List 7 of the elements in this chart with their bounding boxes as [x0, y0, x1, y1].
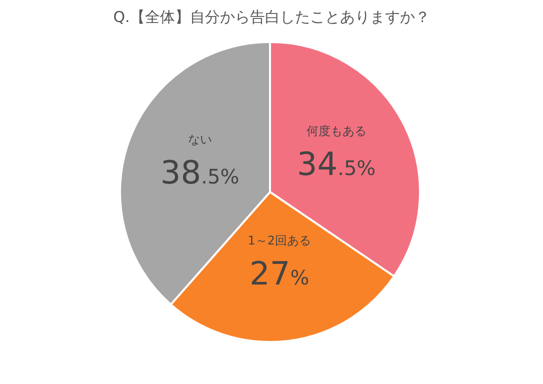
slice-label: 何度もある: [306, 124, 366, 138]
slice-label: ない: [188, 132, 212, 146]
slice-label: 1～2回ある: [248, 233, 312, 248]
data-label: 34.5%: [296, 144, 376, 183]
data-label: 27%: [250, 254, 310, 292]
data-label: 38.5%: [160, 153, 240, 192]
chart-title: Q.【全体】自分から告白したことありますか？: [113, 8, 430, 26]
